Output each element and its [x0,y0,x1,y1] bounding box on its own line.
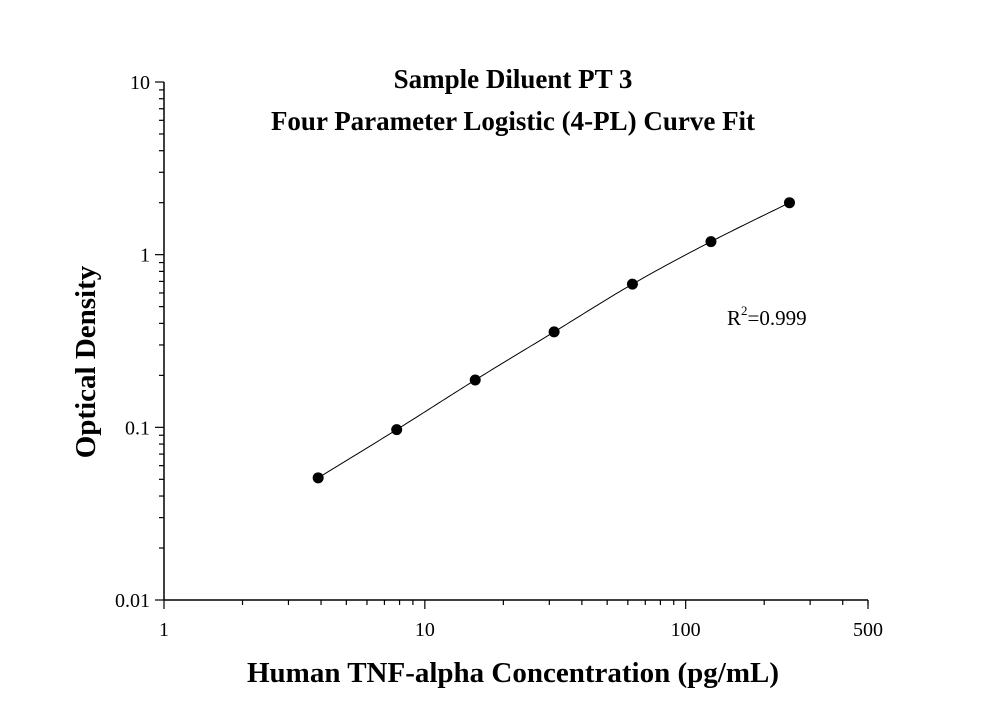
r-squared-annotation: R2=0.999 [727,303,807,330]
y-axis-label: Optical Density [70,265,102,458]
chart-subtitle: Four Parameter Logistic (4-PL) Curve Fit [271,106,755,136]
fit-curve-group [317,202,790,479]
data-point [705,236,717,248]
y-tick-label: 0.01 [115,590,150,612]
r-squared-suffix: =0.999 [748,306,807,330]
y-tick-label: 1 [140,245,150,267]
fit-curve [317,202,790,479]
x-axis-label: Human TNF-alpha Concentration (pg/mL) [247,657,779,689]
data-point [783,197,795,209]
data-points [312,197,795,484]
data-point [548,326,560,338]
y-tick-label: 10 [130,72,150,94]
data-point [626,278,638,290]
data-point [391,424,403,436]
x-tick-label: 1 [159,619,169,641]
tick-labels: 1 10 100 500 10 1 0.1 0.01 [115,72,883,641]
x-tick-label: 10 [415,619,435,641]
data-point [312,472,324,484]
r-squared-prefix: R [727,306,741,330]
chart-title: Sample Diluent PT 3 [394,64,633,94]
axes [163,82,868,601]
ticks [155,81,869,609]
x-tick-label: 100 [671,619,701,641]
y-tick-label: 0.1 [125,417,150,439]
r-squared-superscript: 2 [741,303,748,318]
x-tick-label: 500 [853,619,883,641]
data-point [469,374,481,386]
